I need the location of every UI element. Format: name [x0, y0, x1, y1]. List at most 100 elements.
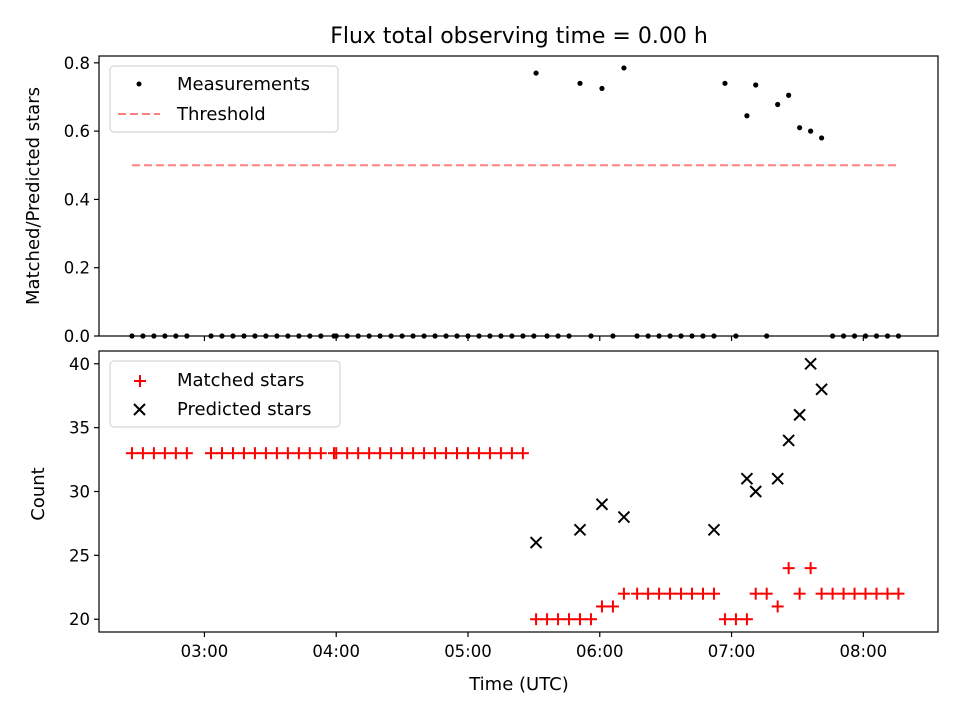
matched-stars-point — [696, 587, 709, 600]
matched-stars-point — [147, 447, 160, 460]
matched-stars-point — [740, 613, 753, 626]
matched-stars-point — [418, 447, 431, 460]
matched-stars-point — [771, 600, 784, 613]
matched-stars-point — [530, 613, 543, 626]
measurement-point — [797, 125, 803, 131]
matched-stars-point — [516, 447, 529, 460]
matched-stars-point — [292, 447, 305, 460]
chart-title: Flux total observing time = 0.00 h — [330, 24, 708, 49]
matched-stars-point — [686, 587, 699, 600]
matched-stars-point — [584, 613, 597, 626]
matched-stars-point — [494, 447, 507, 460]
matched-stars-point — [158, 447, 171, 460]
legend-label-threshold: Threshold — [176, 104, 266, 125]
measurement-point — [722, 80, 728, 86]
measurement-point — [744, 113, 750, 119]
x-tick-label-4: 07:00 — [708, 642, 756, 661]
matched-stars-point — [505, 447, 518, 460]
ratio-axis-ticks: 0.0 0.2 0.4 0.6 0.8 — [64, 54, 864, 346]
predicted-stars-point — [771, 472, 784, 485]
y-tick-label-ratio-1: 0.2 — [64, 259, 90, 278]
legend-label-matched-stars: Matched stars — [177, 370, 304, 391]
matched-stars-point — [259, 447, 272, 460]
x-tick-label-5: 08:00 — [840, 642, 888, 661]
matched-stars-point — [881, 587, 894, 600]
y-tick-label-ratio-0: 0.0 — [64, 327, 90, 346]
matched-stars-point — [461, 447, 474, 460]
legend-marker-measurements — [136, 81, 142, 87]
count-axis-ticks: 03:00 04:00 05:00 06:00 07:00 08:00 20 25 30 35 40 — [69, 355, 887, 661]
matched-stars-point — [552, 613, 565, 626]
matched-stars-point — [718, 613, 731, 626]
matched-stars-point — [303, 447, 316, 460]
matched-stars-point — [675, 587, 688, 600]
panel-count: Count Time (UTC) 03:00 04:00 05:00 06:00 07:… — [28, 350, 939, 695]
legend-box-ratio — [109, 65, 339, 133]
matched-stars-point — [281, 447, 294, 460]
matched-stars-point — [341, 447, 354, 460]
matched-stars-point — [385, 447, 398, 460]
matched-stars-point — [782, 562, 795, 575]
predicted-stars-point — [529, 536, 543, 549]
legend-ratio: Measurements Threshold — [109, 65, 339, 133]
predicted-stars-point — [782, 434, 795, 447]
predicted-stars-point — [617, 510, 631, 524]
matched-stars-point — [180, 447, 193, 460]
panel-ratio: Flux total observing time = 0.00 h Match… — [23, 24, 939, 346]
matched-stars-point — [136, 447, 149, 460]
matched-stars-point — [793, 587, 806, 600]
matched-stars-point — [125, 447, 138, 460]
predicted-stars-point — [707, 523, 721, 537]
matched-stars-point — [707, 587, 720, 600]
matched-stars-point — [541, 613, 554, 626]
predicted-stars-point — [793, 408, 806, 422]
predicted-stars-point — [595, 498, 609, 511]
matched-stars-point — [226, 447, 239, 460]
matched-stars-point — [760, 587, 773, 600]
matched-stars-point — [440, 447, 453, 460]
x-axis-label: Time (UTC) — [468, 674, 569, 695]
measurement-point — [786, 92, 792, 98]
measurement-point — [577, 80, 583, 86]
y-tick-label-count-1: 25 — [69, 546, 90, 565]
matched-stars-point — [169, 447, 182, 460]
plot-frame-ratio — [98, 55, 939, 337]
matched-stars-point — [330, 447, 343, 460]
matched-stars-point — [848, 587, 861, 600]
matched-stars-point — [606, 600, 619, 613]
matched-stars-point — [631, 587, 644, 600]
matched-stars-point — [270, 447, 283, 460]
y-axis-label-ratio: Matched/Predicted stars — [23, 87, 44, 305]
x-tick-label-1: 04:00 — [312, 642, 360, 661]
predicted-stars-point — [815, 383, 828, 396]
matched-stars-point — [653, 587, 666, 600]
measurement-point — [621, 65, 627, 71]
predicted-stars-point — [804, 357, 817, 370]
matched-stars-point — [396, 447, 409, 460]
legend-label-predicted-stars: Predicted stars — [177, 399, 311, 420]
legend-marker-predicted-stars — [133, 403, 146, 416]
matched-stars-point — [617, 587, 630, 600]
matched-stars-point — [451, 447, 464, 460]
matched-stars-point — [749, 587, 762, 600]
predicted-stars-point — [740, 472, 754, 485]
matched-stars-point — [563, 613, 576, 626]
matched-stars-point — [837, 587, 850, 600]
y-axis-label-count: Count — [28, 467, 49, 520]
y-tick-label-ratio-3: 0.6 — [64, 122, 90, 141]
y-tick-label-count-0: 20 — [69, 610, 90, 629]
matched-stars-point — [472, 447, 485, 460]
matched-stars-point — [407, 447, 420, 460]
matched-stars-point — [374, 447, 387, 460]
x-tick-label-0: 03:00 — [181, 642, 229, 661]
y-tick-label-ratio-4: 0.8 — [64, 54, 90, 73]
matched-stars-point — [664, 587, 677, 600]
matched-stars-point — [314, 447, 327, 460]
measurement-point — [753, 82, 759, 88]
matched-stars-point — [205, 447, 218, 460]
matched-stars-point — [363, 447, 376, 460]
y-tick-label-count-2: 30 — [69, 483, 90, 502]
predicted-stars-point — [749, 485, 762, 498]
matched-stars-point — [429, 447, 442, 460]
